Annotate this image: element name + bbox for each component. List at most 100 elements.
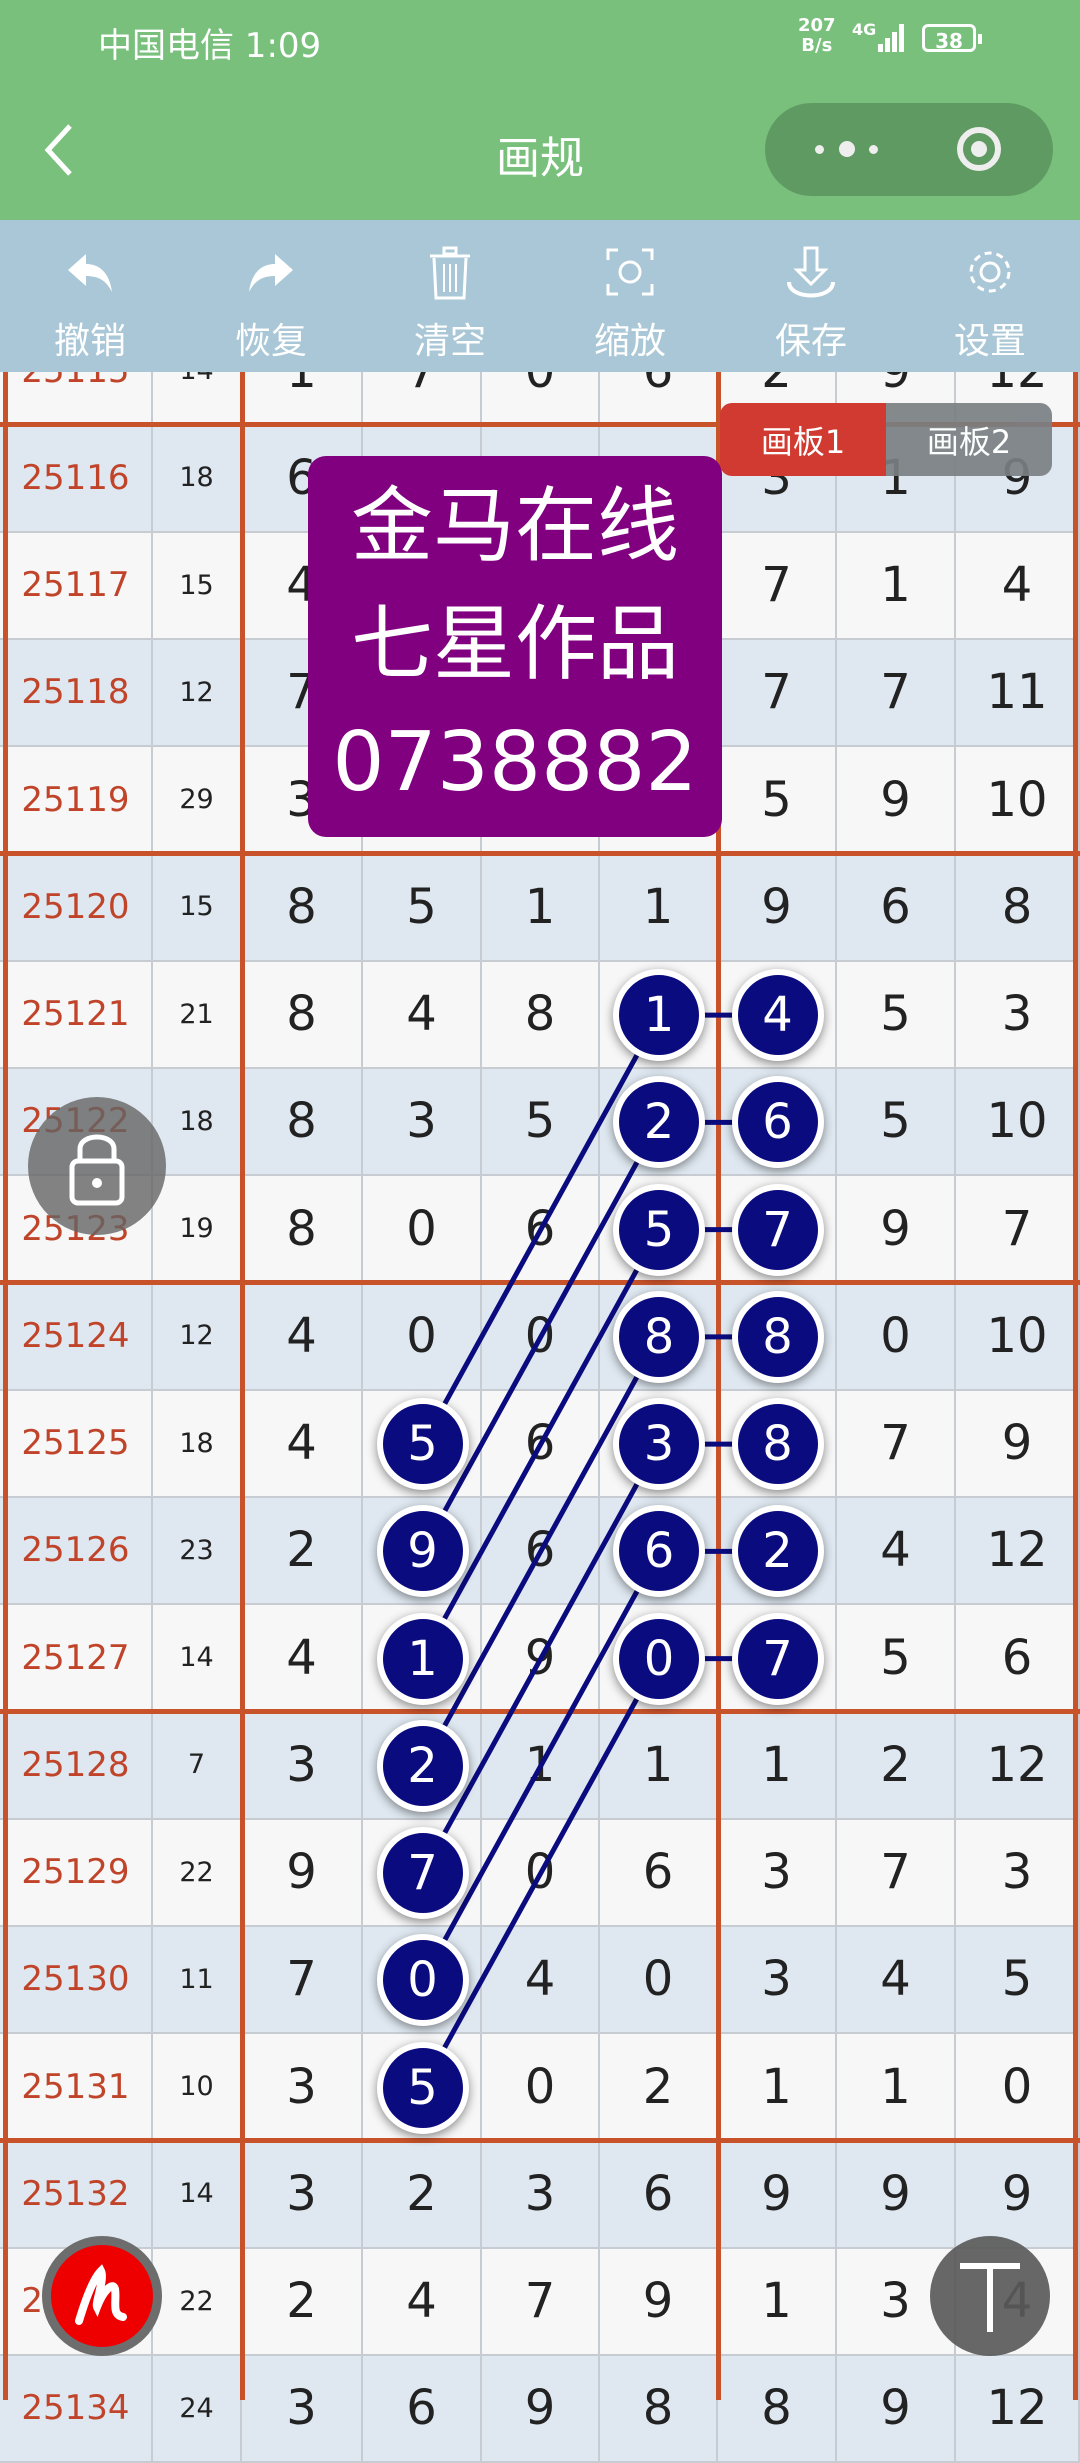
marked-ball[interactable]: 6: [613, 1505, 705, 1598]
period-cell[interactable]: 25125: [0, 1390, 153, 1498]
digit-cell[interactable]: 9: [718, 854, 837, 962]
close-target-button[interactable]: [955, 125, 1003, 173]
digit-cell[interactable]: 4: [363, 2248, 482, 2356]
digit-cell[interactable]: 11: [956, 639, 1080, 747]
marked-ball[interactable]: 0: [376, 1934, 469, 2027]
text-button[interactable]: [930, 2236, 1050, 2356]
period-cell[interactable]: 25124: [0, 1283, 153, 1391]
digit-cell[interactable]: 9: [242, 1819, 363, 1927]
digit-cell[interactable]: 8: [242, 1068, 363, 1176]
digit-cell[interactable]: 10: [956, 1068, 1080, 1176]
digit-cell[interactable]: 12: [956, 1712, 1080, 1820]
marked-ball[interactable]: 8: [613, 1290, 705, 1383]
digit-cell[interactable]: 4: [363, 961, 482, 1069]
digit-cell[interactable]: 4: [482, 1926, 600, 2034]
digit-cell[interactable]: 4: [718, 961, 837, 1069]
marked-ball[interactable]: 1: [376, 1612, 469, 1705]
digit-cell[interactable]: 7: [718, 532, 837, 640]
zoom-button[interactable]: 缩放: [560, 220, 700, 372]
period-cell[interactable]: 25121: [0, 961, 153, 1069]
digit-cell[interactable]: 7: [837, 639, 956, 747]
digit-cell[interactable]: 5: [837, 961, 956, 1069]
digit-cell[interactable]: 0: [837, 1283, 956, 1391]
period-cell[interactable]: 25118: [0, 639, 153, 747]
lock-button[interactable]: [28, 1097, 166, 1235]
digit-cell[interactable]: 9: [956, 1390, 1080, 1498]
digit-cell[interactable]: 6: [837, 854, 956, 962]
tab-board-2[interactable]: 画板2: [886, 403, 1052, 476]
marked-ball[interactable]: 3: [613, 1398, 705, 1491]
period-cell[interactable]: 25129: [0, 1819, 153, 1927]
digit-cell[interactable]: 8: [482, 961, 600, 1069]
digit-cell[interactable]: 9: [718, 2141, 837, 2249]
marked-ball[interactable]: 8: [731, 1398, 824, 1491]
period-cell[interactable]: 25126: [0, 1497, 153, 1605]
digit-cell[interactable]: 7: [837, 1390, 956, 1498]
digit-cell[interactable]: 10: [956, 747, 1080, 855]
marked-ball[interactable]: 5: [613, 1183, 705, 1276]
digit-cell[interactable]: 8: [718, 1390, 837, 1498]
period-cell[interactable]: 25130: [0, 1926, 153, 2034]
digit-cell[interactable]: 3: [363, 1068, 482, 1176]
undo-button[interactable]: 撤销: [20, 220, 160, 372]
period-cell[interactable]: 25117: [0, 532, 153, 640]
digit-cell[interactable]: 7: [718, 639, 837, 747]
digit-cell[interactable]: 10: [956, 1283, 1080, 1391]
digit-cell[interactable]: 3: [242, 2141, 363, 2249]
pen-button[interactable]: [42, 2236, 162, 2356]
digit-cell[interactable]: 3: [956, 1819, 1080, 1927]
digit-cell[interactable]: 4: [956, 532, 1080, 640]
tab-board-1[interactable]: 画板1: [720, 403, 886, 476]
digit-cell[interactable]: 1: [718, 1712, 837, 1820]
digit-cell[interactable]: 9: [600, 2248, 718, 2356]
back-button[interactable]: [40, 120, 80, 180]
period-cell[interactable]: 25116: [0, 425, 153, 533]
marked-ball[interactable]: 7: [376, 1827, 469, 1920]
digit-cell[interactable]: 7: [482, 2248, 600, 2356]
marked-ball[interactable]: 2: [376, 1719, 469, 1812]
period-cell[interactable]: 25128: [0, 1712, 153, 1820]
digit-cell[interactable]: 3: [718, 1926, 837, 2034]
digit-cell[interactable]: 4: [837, 1497, 956, 1605]
marked-ball[interactable]: 8: [731, 1290, 824, 1383]
redo-button[interactable]: 恢复: [201, 220, 341, 372]
marked-ball[interactable]: 7: [731, 1183, 824, 1276]
marked-ball[interactable]: 0: [613, 1612, 705, 1705]
marked-ball[interactable]: 7: [731, 1612, 824, 1705]
marked-ball[interactable]: 4: [731, 969, 824, 1062]
digit-cell[interactable]: 2: [718, 1497, 837, 1605]
marked-ball[interactable]: 2: [731, 1505, 824, 1598]
digit-cell[interactable]: 0: [363, 1283, 482, 1391]
digit-cell[interactable]: 1: [718, 2248, 837, 2356]
digit-cell[interactable]: 6: [718, 1068, 837, 1176]
digit-cell[interactable]: 4: [242, 1283, 363, 1391]
digit-cell[interactable]: 8: [956, 854, 1080, 962]
digit-cell[interactable]: 9: [837, 2141, 956, 2249]
more-button[interactable]: [805, 129, 905, 169]
digit-cell[interactable]: 5: [482, 1068, 600, 1176]
marked-ball[interactable]: 5: [376, 1398, 469, 1491]
digit-cell[interactable]: 7: [837, 1819, 956, 1927]
digit-cell[interactable]: 7: [242, 1926, 363, 2034]
period-cell[interactable]: 25120: [0, 854, 153, 962]
digit-cell[interactable]: 5: [363, 854, 482, 962]
clear-button[interactable]: 清空: [380, 220, 520, 372]
digit-cell[interactable]: 3: [242, 1712, 363, 1820]
digit-cell[interactable]: 2: [242, 2248, 363, 2356]
digit-cell[interactable]: 3: [718, 1819, 837, 1927]
digit-cell[interactable]: 4: [837, 1926, 956, 2034]
digit-cell[interactable]: 3: [956, 961, 1080, 1069]
marked-ball[interactable]: 6: [731, 1076, 824, 1169]
digit-cell[interactable]: 8: [718, 1283, 837, 1391]
digit-cell[interactable]: 8: [242, 854, 363, 962]
marked-ball[interactable]: 9: [376, 1505, 469, 1598]
digit-cell[interactable]: 2: [363, 2141, 482, 2249]
digit-cell[interactable]: 3: [482, 2141, 600, 2249]
digit-cell[interactable]: 0: [363, 1176, 482, 1284]
digit-cell[interactable]: 12: [956, 1497, 1080, 1605]
digit-cell[interactable]: 2: [242, 1497, 363, 1605]
digit-cell[interactable]: 1: [837, 532, 956, 640]
sum-cell[interactable]: 12: [153, 639, 242, 747]
digit-cell[interactable]: 2: [837, 1712, 956, 1820]
digit-cell[interactable]: 4: [242, 1390, 363, 1498]
